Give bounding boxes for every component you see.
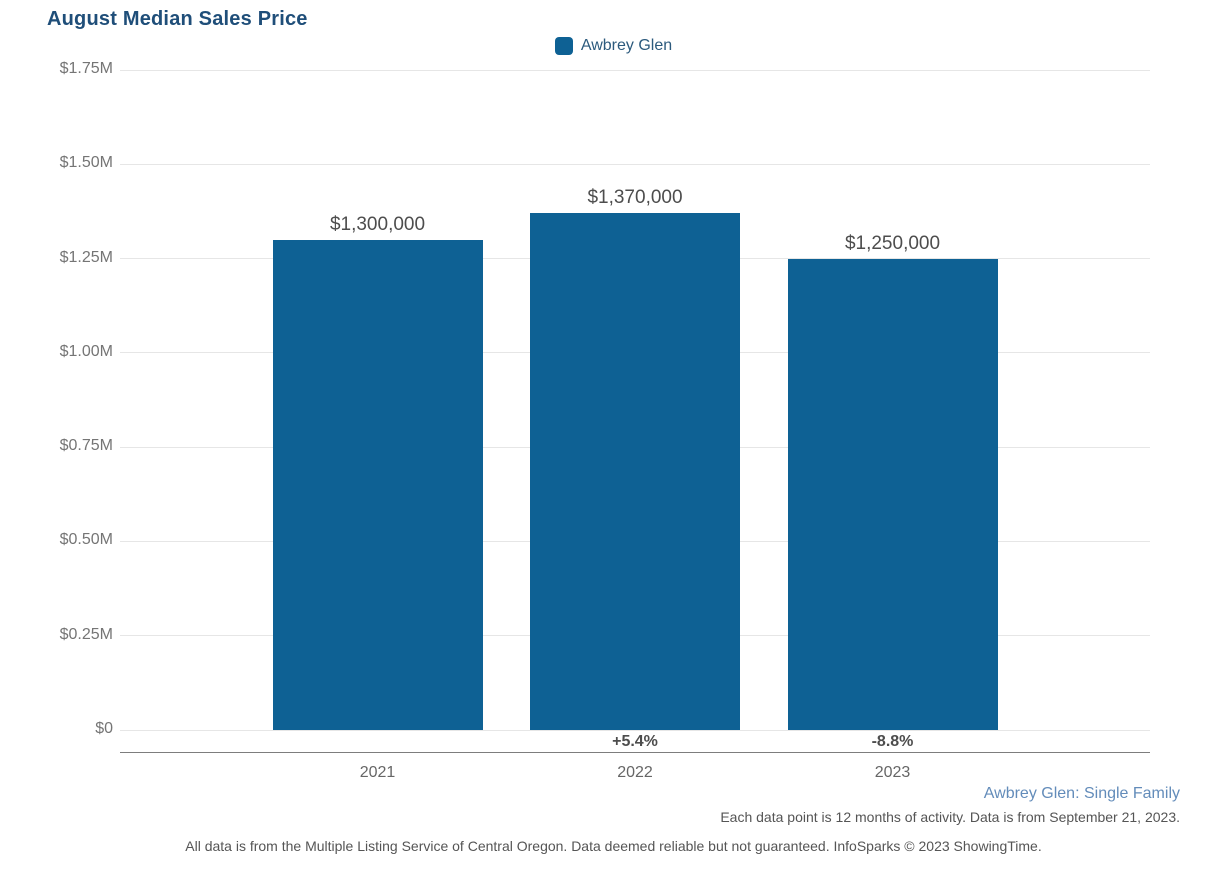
y-tick-label: $1.00M [59,342,113,360]
gridline [120,729,1150,731]
pct-change-label: -8.8% [871,733,914,750]
disclaimer: All data is from the Multiple Listing Se… [185,838,1042,854]
bar-2021[interactable] [272,239,483,730]
chart-title: August Median Sales Price [47,8,308,30]
y-tick-label: $1.25M [59,248,113,266]
y-tick-label: $1.75M [59,60,113,77]
data-note: Each data point is 12 months of activity… [720,809,1180,825]
legend-item-label: Awbrey Glen [580,37,673,54]
bar-value-label: $1,250,000 [844,232,941,254]
x-tick-label: 2023 [874,764,911,781]
bar-2023[interactable] [787,258,998,730]
y-tick-label: $0.50M [59,531,113,549]
bar-value-label: $1,370,000 [587,187,683,209]
plot-area: $1.75M $1.50M $1.25M $1.00M $0.75M $0.50M $0.2… [60,60,1150,781]
y-tick-label: $1.50M [59,154,113,172]
pct-change-label: +5.4% [612,733,658,750]
x-tick-label: 2022 [617,764,653,781]
gridline [120,69,1150,71]
legend-item-awbrey-glen[interactable]: Awbrey Glen [554,37,673,55]
attribution-line: Awbrey Glen: Single Family [983,785,1180,802]
y-tick-label: $0.75M [59,437,113,455]
legend: Awbrey Glen [0,37,1227,55]
legend-swatch-icon [554,37,573,55]
gridline [120,163,1150,165]
y-tick-label: $0.25M [59,625,113,643]
y-tick-label: $0 [95,720,113,737]
x-axis-line [120,752,1150,753]
x-tick-label: 2021 [359,764,396,781]
bar-value-label: $1,300,000 [329,213,426,235]
bar-2022[interactable] [530,213,740,730]
